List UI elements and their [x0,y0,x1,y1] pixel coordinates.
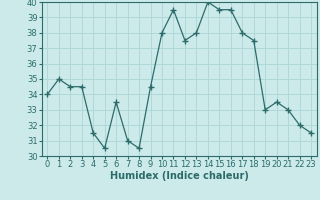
X-axis label: Humidex (Indice chaleur): Humidex (Indice chaleur) [110,171,249,181]
